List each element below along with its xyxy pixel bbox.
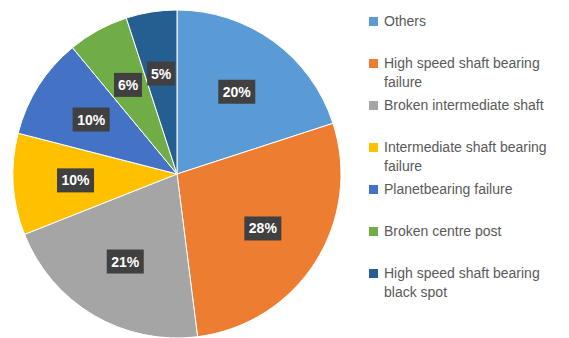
html-text:Intermediate shaft bearing fai: Intermediate shaft bearing failure xyxy=(384,139,547,174)
svg-text:21%: 21% xyxy=(111,254,140,270)
html-text:Planetbearing failure: Planetbearing failure xyxy=(384,181,513,197)
svg-text:5%: 5% xyxy=(151,66,172,82)
svg-text:28%: 28% xyxy=(249,220,278,236)
html-text:Broken centre post: Broken centre post xyxy=(384,223,502,239)
svg-text:10%: 10% xyxy=(77,112,106,128)
svg-text:6%: 6% xyxy=(118,77,139,93)
html-text:Others: Others xyxy=(384,13,426,29)
html-text:Broken intermediate shaft: Broken intermediate shaft xyxy=(384,97,544,113)
html-text:High speed shaft bearing black: High speed shaft bearing black spot xyxy=(384,265,540,300)
svg-text:20%: 20% xyxy=(223,84,252,100)
html-text:High speed shaft bearing failu: High speed shaft bearing failure xyxy=(384,55,540,90)
svg-text:10%: 10% xyxy=(62,172,91,188)
